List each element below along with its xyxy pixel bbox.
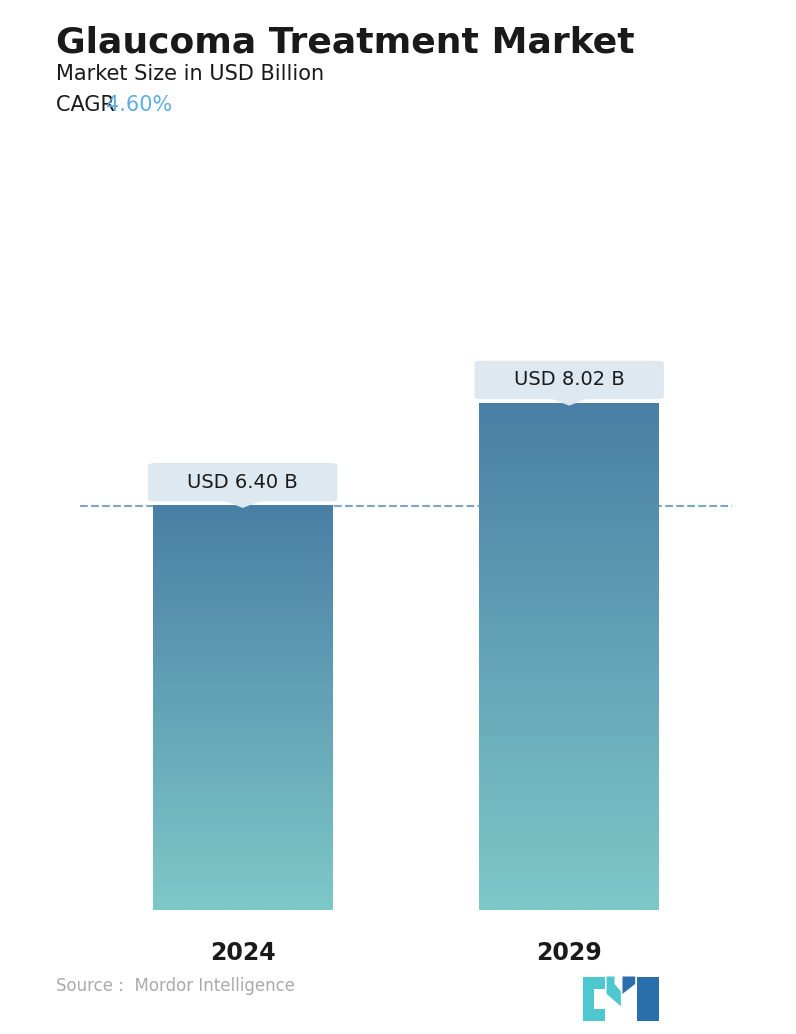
Polygon shape (622, 976, 635, 994)
Text: USD 8.02 B: USD 8.02 B (513, 370, 625, 390)
Polygon shape (223, 499, 263, 507)
Text: 2024: 2024 (210, 942, 275, 966)
Text: 4.60%: 4.60% (106, 95, 172, 115)
Text: Market Size in USD Billion: Market Size in USD Billion (56, 64, 324, 84)
Polygon shape (637, 976, 659, 1022)
Polygon shape (583, 976, 605, 1022)
Text: USD 6.40 B: USD 6.40 B (187, 473, 298, 492)
Text: CAGR: CAGR (56, 95, 121, 115)
FancyBboxPatch shape (474, 361, 664, 399)
Text: 2029: 2029 (537, 942, 602, 966)
Text: Source :  Mordor Intelligence: Source : Mordor Intelligence (56, 977, 295, 995)
Polygon shape (607, 976, 621, 1006)
FancyBboxPatch shape (148, 463, 338, 501)
Polygon shape (549, 397, 589, 405)
Text: Glaucoma Treatment Market: Glaucoma Treatment Market (56, 26, 634, 60)
